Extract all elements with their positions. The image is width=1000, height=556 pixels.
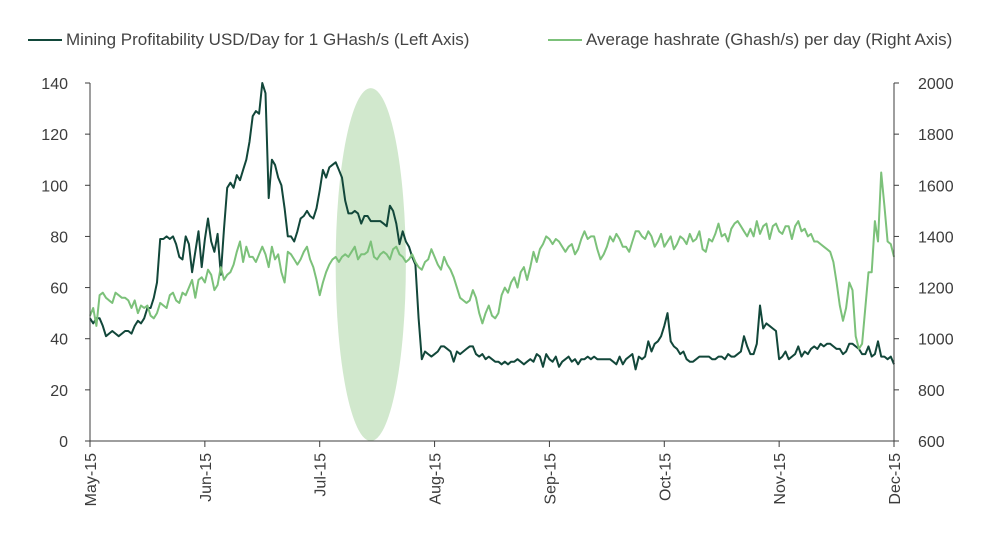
x-tick-label: May-15 bbox=[83, 453, 100, 506]
legend-label-profitability: Mining Profitability USD/Day for 1 GHash… bbox=[66, 30, 470, 49]
legend-item-profitability[interactable]: Mining Profitability USD/Day for 1 GHash… bbox=[28, 30, 469, 50]
right-tick-label: 1000 bbox=[918, 332, 954, 349]
left-tick-label: 120 bbox=[41, 127, 68, 144]
right-tick-label: 1400 bbox=[918, 229, 954, 246]
x-tick-label: Jul-15 bbox=[313, 453, 330, 497]
legend-label-hashrate: Average hashrate (Ghash/s) per day (Righ… bbox=[586, 30, 953, 49]
right-tick-label: 600 bbox=[918, 434, 945, 451]
x-tick-label: Sep-15 bbox=[542, 453, 559, 505]
x-tick-label: Nov-15 bbox=[772, 453, 789, 505]
left-tick-label: 40 bbox=[50, 332, 68, 349]
legend-item-hashrate[interactable]: Average hashrate (Ghash/s) per day (Righ… bbox=[548, 30, 952, 50]
highlight-ellipse bbox=[335, 88, 406, 442]
left-tick-label: 140 bbox=[41, 76, 68, 93]
right-tick-label: 800 bbox=[918, 383, 945, 400]
right-tick-label: 1200 bbox=[918, 281, 954, 298]
x-tick-label: Oct-15 bbox=[657, 453, 674, 501]
left-tick-label: 20 bbox=[50, 383, 68, 400]
series-line-hashrate bbox=[89, 171, 895, 350]
right-tick-label: 2000 bbox=[918, 76, 954, 93]
left-tick-label: 0 bbox=[59, 434, 68, 451]
x-tick-label: Jun-15 bbox=[198, 453, 215, 502]
left-tick-label: 80 bbox=[50, 229, 68, 246]
legend-swatch-profitability bbox=[28, 38, 62, 41]
legend: Mining Profitability USD/Day for 1 GHash… bbox=[0, 30, 1000, 54]
right-tick-label: 1800 bbox=[918, 127, 954, 144]
series-line-profitability bbox=[89, 82, 895, 371]
left-tick-label: 60 bbox=[50, 281, 68, 298]
left-tick-label: 100 bbox=[41, 178, 68, 195]
right-tick-label: 1600 bbox=[918, 178, 954, 195]
legend-swatch-hashrate bbox=[548, 38, 582, 41]
x-tick-label: Aug-15 bbox=[428, 453, 445, 505]
x-tick-label: Dec-15 bbox=[887, 453, 904, 505]
